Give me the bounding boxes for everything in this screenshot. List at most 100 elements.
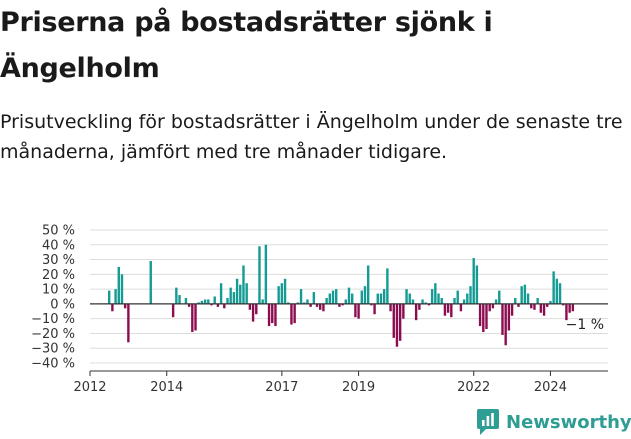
bar bbox=[283, 278, 287, 304]
bar bbox=[469, 286, 472, 304]
bar bbox=[491, 303, 495, 309]
bar bbox=[475, 265, 479, 304]
bar bbox=[239, 284, 242, 304]
bar bbox=[271, 303, 274, 324]
bar bbox=[331, 290, 335, 304]
x-tick-label: 2014 bbox=[150, 380, 183, 395]
bar bbox=[517, 303, 520, 307]
bar bbox=[191, 303, 194, 332]
bar bbox=[459, 303, 463, 312]
bar bbox=[389, 303, 392, 312]
bar bbox=[430, 289, 434, 304]
bar bbox=[232, 292, 236, 304]
x-tick-label: 2024 bbox=[534, 380, 567, 395]
bar bbox=[264, 244, 268, 304]
bar bbox=[293, 303, 296, 324]
bar bbox=[523, 284, 527, 304]
bar bbox=[363, 286, 367, 304]
bar bbox=[335, 289, 338, 304]
bar bbox=[373, 303, 376, 315]
bar bbox=[418, 303, 421, 310]
bar bbox=[520, 286, 523, 304]
bar bbox=[219, 283, 223, 304]
bar bbox=[533, 303, 536, 310]
bar bbox=[382, 289, 386, 304]
bar bbox=[504, 303, 507, 346]
bar bbox=[149, 261, 152, 304]
bar bbox=[309, 303, 312, 307]
bar bbox=[341, 303, 344, 306]
bar bbox=[395, 303, 399, 347]
bar bbox=[411, 299, 415, 304]
bar bbox=[488, 303, 491, 312]
bar bbox=[424, 302, 427, 304]
bar bbox=[446, 303, 450, 313]
y-tick-label: 0 % bbox=[50, 297, 75, 312]
bar bbox=[290, 303, 293, 325]
bar bbox=[357, 303, 360, 319]
bar bbox=[405, 289, 408, 304]
bar bbox=[510, 303, 514, 316]
y-tick-label: −20 % bbox=[31, 327, 75, 342]
bar bbox=[242, 265, 245, 304]
bar bbox=[216, 303, 220, 307]
bars bbox=[107, 244, 575, 347]
chart-subtitle: Prisutveckling för bostadsrätter i Ängel… bbox=[0, 111, 623, 163]
bar bbox=[120, 274, 124, 304]
bar bbox=[274, 303, 277, 327]
bar bbox=[319, 303, 322, 310]
bar bbox=[322, 303, 325, 312]
newsworthy-logo[interactable]: Newsworthy bbox=[476, 405, 631, 439]
bar bbox=[402, 303, 405, 319]
bar bbox=[299, 289, 303, 304]
bar bbox=[427, 303, 431, 306]
bar bbox=[434, 283, 437, 304]
bar bbox=[194, 303, 197, 331]
bar bbox=[213, 296, 216, 304]
bar bbox=[568, 303, 571, 313]
bar bbox=[565, 303, 568, 321]
bar bbox=[507, 303, 511, 331]
bar bbox=[360, 290, 363, 304]
bar bbox=[386, 268, 389, 304]
latest-value-label: −1 % bbox=[566, 317, 604, 333]
bar bbox=[494, 299, 498, 304]
y-tick-label: −10 % bbox=[31, 312, 75, 327]
bar bbox=[526, 293, 530, 304]
axes: 50 %40 %30 %20 %10 %0 %−10 %−20 %−30 %−4… bbox=[31, 224, 608, 395]
bar bbox=[287, 302, 290, 304]
bar bbox=[437, 293, 440, 304]
bar bbox=[123, 303, 127, 309]
chart-title: Priserna på bostadsrätter sjönk i Ängelh… bbox=[0, 7, 493, 84]
bar bbox=[184, 297, 188, 304]
y-tick-label: −40 % bbox=[31, 357, 75, 372]
bar bbox=[501, 303, 504, 335]
bar bbox=[482, 303, 485, 332]
bar bbox=[370, 303, 373, 306]
bar bbox=[485, 303, 488, 330]
bar bbox=[312, 292, 316, 304]
bar bbox=[552, 271, 555, 304]
bar bbox=[354, 303, 357, 318]
bar bbox=[187, 303, 191, 307]
bar bbox=[127, 303, 130, 343]
bar bbox=[175, 287, 178, 304]
bar bbox=[200, 300, 204, 304]
bar bbox=[306, 299, 309, 304]
bar bbox=[514, 297, 517, 304]
bar bbox=[229, 287, 232, 304]
bar bbox=[351, 293, 354, 304]
bar bbox=[255, 303, 258, 315]
bar bbox=[440, 297, 443, 304]
bar bbox=[171, 303, 175, 318]
y-tick-label: −30 % bbox=[31, 342, 75, 357]
bar bbox=[421, 299, 424, 304]
bar bbox=[558, 283, 562, 304]
bar bbox=[207, 299, 210, 304]
y-tick-label: 20 % bbox=[42, 268, 75, 283]
bar bbox=[107, 290, 111, 304]
bar bbox=[462, 299, 466, 304]
y-tick-label: 30 % bbox=[42, 253, 75, 268]
bar bbox=[258, 246, 261, 304]
bar bbox=[498, 290, 501, 304]
